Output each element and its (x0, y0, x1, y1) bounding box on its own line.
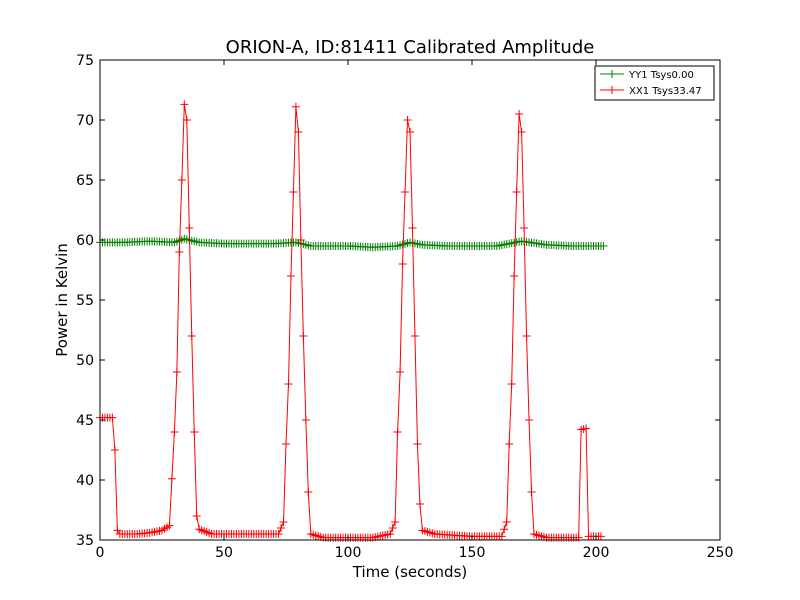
tick-layer: 0 50 100 150 200 250 35 40 45 50 55 60 65 70 75 (76, 53, 733, 561)
legend-label-yy1: YY1 Tsys0.00 (628, 70, 694, 81)
series-0 (96, 234, 608, 252)
legend-box (594, 65, 715, 101)
y-tick-label: 55 (76, 293, 94, 309)
legend-label-xx1: XX1 Tsys33.47 (629, 86, 702, 97)
y-tick-label: 50 (76, 353, 94, 369)
x-tick-label: 0 (96, 545, 105, 561)
y-tick-label: 45 (76, 413, 94, 429)
chart-title: ORION-A, ID:81411 Calibrated Amplitude (226, 37, 595, 58)
x-tick-label: 150 (459, 545, 486, 561)
y-tick-label: 75 (76, 53, 94, 69)
y-tick-label: 70 (76, 113, 94, 129)
x-tick-label: 250 (707, 545, 734, 561)
legend: YY1 Tsys0.00 XX1 Tsys33.47 (594, 65, 715, 101)
x-tick-label: 100 (335, 545, 362, 561)
x-tick-label: 50 (215, 545, 233, 561)
y-tick-label: 65 (76, 173, 94, 189)
x-tick-label: 200 (583, 545, 610, 561)
legend-marker-yy1 (608, 70, 616, 78)
y-axis-label: Power in Kelvin (53, 243, 71, 357)
y-tick-label: 35 (76, 533, 94, 549)
x-axis-label: Time (seconds) (352, 563, 468, 581)
legend-marker-xx1 (608, 86, 616, 94)
y-tick-label: 60 (76, 233, 94, 249)
y-tick-label: 40 (76, 473, 94, 489)
